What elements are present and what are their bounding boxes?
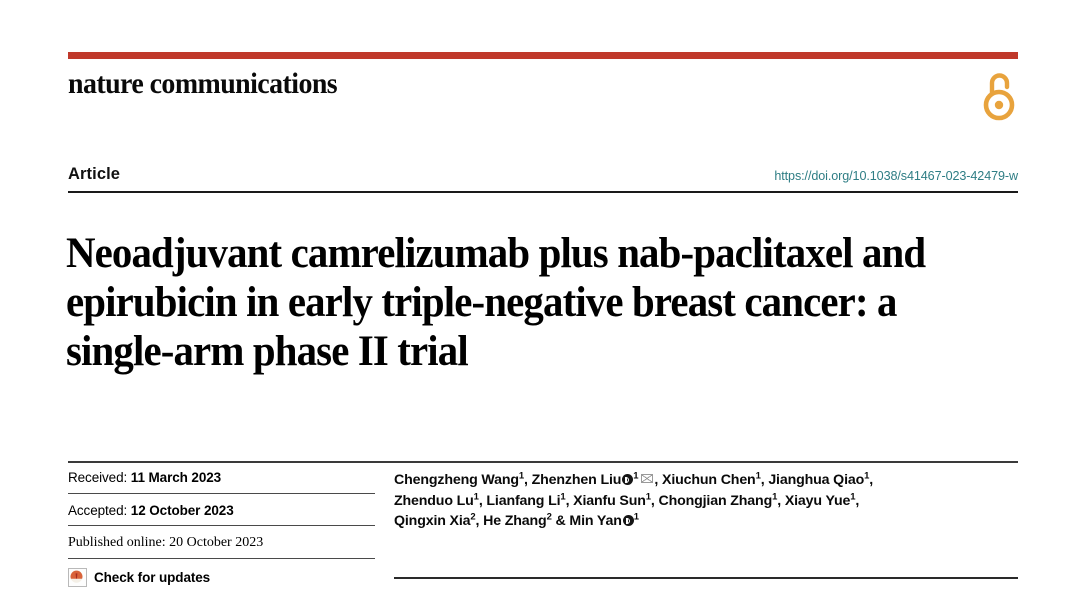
author-name: Qingxin Xia xyxy=(394,513,471,529)
author-name: Zhenzhen Liu xyxy=(531,472,622,488)
open-access-lock-icon xyxy=(980,70,1018,122)
page-title: Neoadjuvant camrelizumab plus nab-paclit… xyxy=(66,229,926,375)
check-for-updates-label: Check for updates xyxy=(94,570,211,586)
author-separator: , xyxy=(760,472,769,488)
author-affiliation-marker: 1 xyxy=(772,490,778,502)
corresponding-author-email-icon[interactable] xyxy=(641,474,654,483)
author-separator: , xyxy=(777,492,785,509)
author-name: Xiuchun Chen xyxy=(662,472,756,488)
author-affiliation-marker: 1 xyxy=(633,470,639,482)
authors-divider xyxy=(394,577,1018,579)
author-separator: , xyxy=(524,472,532,488)
author-name: Xianfu Sun xyxy=(573,492,646,509)
author-separator: , xyxy=(869,472,874,488)
author-name: Lianfang Li xyxy=(486,492,561,509)
author-name: Jianghua Qiao xyxy=(768,472,865,488)
author-list: Chengzheng Wang1, Zhenzhen Liu 1, Xiuchun… xyxy=(394,470,1018,532)
author-affiliation-marker: 1 xyxy=(755,470,761,482)
brand-rule xyxy=(68,52,1018,59)
accepted-label: Accepted: xyxy=(68,502,128,518)
author-name: Zhenduo Lu xyxy=(394,492,474,509)
author-name: Chengzheng Wang xyxy=(394,472,519,488)
journal-title: nature communications xyxy=(68,67,338,100)
author-separator: , xyxy=(478,492,487,509)
author-name: Min Yan xyxy=(569,513,622,529)
header-divider xyxy=(68,191,1018,193)
received-row: Received: 11 March 2023 xyxy=(68,461,375,494)
received-label: Received: xyxy=(68,470,128,485)
author-separator: , xyxy=(654,472,662,488)
author-name: Chongjian Zhang xyxy=(658,492,773,509)
author-affiliation-marker: 2 xyxy=(546,511,552,523)
author-affiliation-marker: 1 xyxy=(560,490,566,502)
author-affiliation-marker: 2 xyxy=(470,511,476,523)
meta-divider-top xyxy=(68,461,1018,463)
author-separator: & xyxy=(551,513,570,529)
published-row: Published online: 20 October 2023 xyxy=(68,526,375,560)
check-for-updates-button[interactable]: Check for updates xyxy=(68,559,375,588)
accepted-date: 12 October 2023 xyxy=(130,502,234,518)
publication-history: Received: 11 March 2023 Accepted: 12 Oct… xyxy=(68,461,375,588)
journal-masthead: nature communications xyxy=(68,52,1018,121)
published-label: Published online: xyxy=(68,535,166,551)
author-affiliation-marker: 1 xyxy=(473,490,479,502)
published-date: 20 October 2023 xyxy=(169,535,264,551)
author-separator: , xyxy=(855,492,860,509)
author-affiliation-marker: 1 xyxy=(633,511,639,523)
author-name: He Zhang xyxy=(483,513,547,529)
doi-link[interactable]: https://doi.org/10.1038/s41467-023-42479… xyxy=(774,168,1018,183)
orcid-icon[interactable] xyxy=(622,515,634,526)
author-affiliation-marker: 1 xyxy=(850,490,856,502)
crossmark-icon xyxy=(68,568,87,588)
author-separator: , xyxy=(650,492,659,509)
author-separator: , xyxy=(475,513,484,529)
author-affiliation-marker: 1 xyxy=(518,470,525,482)
received-date: 11 March 2023 xyxy=(130,470,222,485)
article-type-label: Article xyxy=(68,165,121,183)
author-name: Xiayu Yue xyxy=(784,492,851,509)
author-affiliation-marker: 1 xyxy=(864,470,870,482)
article-type-row: Article https://doi.org/10.1038/s41467-0… xyxy=(68,166,1018,183)
author-affiliation-marker: 1 xyxy=(645,490,651,502)
orcid-icon[interactable] xyxy=(622,474,634,485)
author-separator: , xyxy=(565,492,574,509)
accepted-row: Accepted: 12 October 2023 xyxy=(68,494,375,527)
